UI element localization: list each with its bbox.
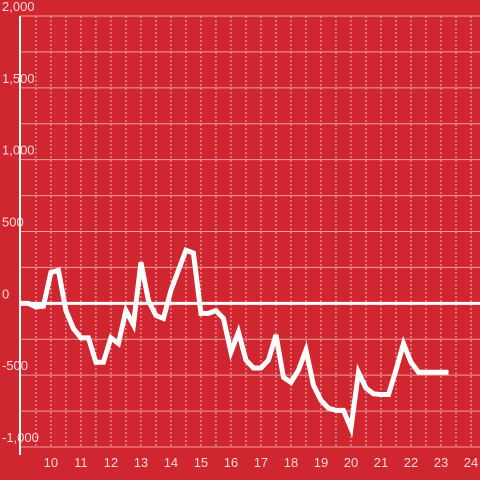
x-tick-label: 15 bbox=[194, 455, 208, 470]
y-tick-label: 1,500 bbox=[2, 71, 35, 86]
y-tick-label: -500 bbox=[2, 358, 28, 373]
x-tick-label: 24 bbox=[464, 455, 478, 470]
x-tick-label: 12 bbox=[104, 455, 118, 470]
x-tick-label: 20 bbox=[344, 455, 358, 470]
x-tick-label: 10 bbox=[44, 455, 58, 470]
x-tick-label: 23 bbox=[434, 455, 448, 470]
x-tick-label: 16 bbox=[224, 455, 238, 470]
x-tick-label: 21 bbox=[374, 455, 388, 470]
x-tick-label: 17 bbox=[254, 455, 268, 470]
y-tick-label: 0 bbox=[2, 286, 9, 301]
y-tick-label: 500 bbox=[2, 215, 24, 230]
y-tick-label: 1,000 bbox=[2, 143, 35, 158]
x-tick-label: 11 bbox=[74, 455, 88, 470]
line-series bbox=[20, 246, 449, 438]
x-tick-label: 13 bbox=[134, 455, 148, 470]
x-tick-label: 14 bbox=[164, 455, 178, 470]
x-tick-label: 22 bbox=[404, 455, 418, 470]
y-tick-label: 2,000 bbox=[2, 0, 35, 14]
x-tick-label: 19 bbox=[314, 455, 328, 470]
x-tick-label: 18 bbox=[284, 455, 298, 470]
